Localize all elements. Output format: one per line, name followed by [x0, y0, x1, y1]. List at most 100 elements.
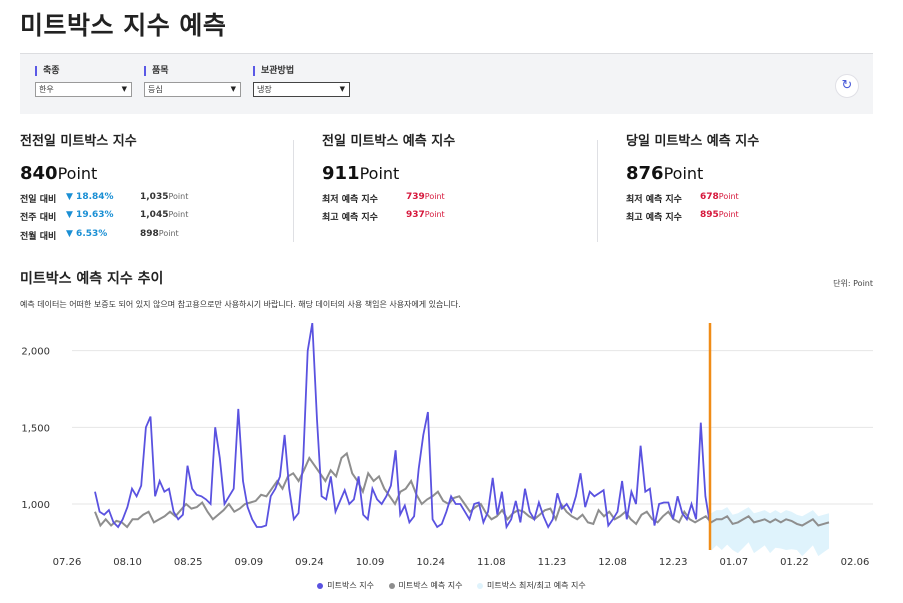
today-max-row: 최고 예측 지수 895Point	[626, 210, 739, 223]
max-label: 최고 예측 지수	[626, 213, 682, 223]
stat-yesterday-unit: Point	[359, 164, 400, 183]
unit-label: 단위: Point	[833, 279, 873, 288]
filter-item: 품목 등심 ▼	[144, 66, 241, 97]
filter-species-label: 축종	[35, 66, 132, 76]
storage-select[interactable]: 냉장 ▼	[253, 82, 350, 97]
min-value: 678	[700, 192, 719, 202]
x-tick-label: 07.26	[53, 557, 82, 568]
legend-label: 미트박스 지수	[327, 581, 374, 590]
yesterday-max-row: 최고 예측 지수 937Point	[322, 210, 445, 223]
filter-species: 축종 한우 ▼	[35, 66, 132, 97]
page-title: 미트박스 지수 예측	[20, 11, 227, 40]
item-select[interactable]: 등심 ▼	[144, 82, 241, 97]
yesterday-min-row: 최저 예측 지수 739Point	[322, 192, 445, 205]
stat-prev-unit: Point	[57, 164, 98, 183]
filter-bar: 축종 한우 ▼ 품목 등심 ▼ 보관방법 냉장 ▼ ↻	[20, 53, 873, 114]
stat-divider	[293, 140, 294, 242]
chevron-down-icon: ▼	[121, 85, 127, 93]
chevron-down-icon: ▼	[339, 85, 345, 93]
cmp-num: 1,045	[140, 210, 169, 220]
stat-today: 당일 미트박스 예측 지수 876Point	[626, 130, 759, 184]
max-value: 895	[700, 210, 719, 220]
chevron-down-icon: ▼	[230, 85, 236, 93]
max-unit: Point	[718, 210, 739, 219]
stat-prev-value: 840Point	[20, 163, 137, 184]
min-value: 739	[406, 192, 425, 202]
legend-dot	[317, 582, 324, 589]
cmp-pct: ▼ 18.84%	[66, 192, 114, 202]
filter-item-label: 품목	[144, 66, 241, 76]
cmp-num: 1,035	[140, 192, 169, 202]
x-tick-label: 08.10	[113, 557, 142, 568]
refresh-button[interactable]: ↻	[835, 74, 859, 98]
cmp-row-day: 전일 대비 ▼ 18.84% 1,035Point	[20, 192, 188, 205]
cmp-label: 전월 대비	[20, 232, 57, 242]
species-select-value: 한우	[39, 85, 54, 94]
x-tick-label: 10.24	[416, 557, 445, 568]
meatbox-index-line	[94, 322, 711, 530]
legend-label: 미트박스 예측 지수	[398, 581, 463, 590]
cmp-pct: ▼ 19.63%	[66, 210, 114, 220]
chart-title: 미트박스 예측 지수 추이	[20, 271, 164, 287]
legend-item-index[interactable]: 미트박스 지수	[317, 581, 374, 590]
stat-today-title: 당일 미트박스 예측 지수	[626, 134, 760, 149]
max-value: 937	[406, 210, 425, 220]
legend-item-range[interactable]: 미트박스 최저/최고 예측 지수	[477, 581, 586, 590]
x-tick-label: 09.09	[235, 557, 264, 568]
filter-storage-label: 보관방법	[253, 66, 350, 76]
cmp-row-month: 전월 대비 ▼ 6.53% 898Point	[20, 229, 179, 242]
today-min-row: 최저 예측 지수 678Point	[626, 192, 739, 205]
x-tick-label: 01.07	[719, 557, 748, 568]
forecast-range-band	[711, 507, 829, 557]
stat-today-value: 876Point	[626, 163, 759, 184]
max-label: 최고 예측 지수	[322, 213, 378, 223]
stat-divider	[597, 140, 598, 242]
chart-legend: 미트박스 지수 미트박스 예측 지수 미트박스 최저/최고 예측 지수	[0, 580, 903, 591]
stat-today-number: 876	[626, 163, 664, 184]
filter-storage: 보관방법 냉장 ▼	[253, 66, 350, 97]
legend-item-forecast[interactable]: 미트박스 예측 지수	[388, 581, 463, 590]
trend-chart[interactable]: 1,000 1,500 2,000 07.26 08.10 08.25 09.09 09.24…	[0, 310, 903, 575]
x-tick-label: 08.25	[174, 557, 203, 568]
stat-yesterday-number: 911	[322, 163, 360, 184]
x-tick-label: 09.24	[295, 557, 324, 568]
species-select[interactable]: 한우 ▼	[35, 82, 132, 97]
cmp-row-week: 전주 대비 ▼ 19.63% 1,045Point	[20, 210, 188, 223]
min-unit: Point	[424, 192, 445, 201]
max-unit: Point	[424, 210, 445, 219]
legend-dot	[388, 582, 395, 589]
stat-today-unit: Point	[663, 164, 704, 183]
refresh-icon: ↻	[841, 78, 853, 93]
x-tick-label: 11.23	[538, 557, 567, 568]
forecast-index-line	[94, 451, 830, 529]
y-tick-label: 1,000	[21, 500, 50, 511]
min-unit: Point	[718, 192, 739, 201]
stat-prev-title: 전전일 미트박스 지수	[20, 134, 137, 149]
item-select-value: 등심	[148, 85, 163, 94]
stat-yesterday-title: 전일 미트박스 예측 지수	[322, 134, 456, 149]
cmp-unit: Point	[168, 192, 189, 201]
stat-prev: 전전일 미트박스 지수 840Point	[20, 130, 137, 184]
legend-dot	[477, 582, 484, 589]
x-tick-label: 10.09	[356, 557, 385, 568]
min-label: 최저 예측 지수	[626, 195, 682, 205]
y-tick-label: 1,500	[21, 423, 50, 434]
x-tick-label: 02.06	[841, 557, 870, 568]
stat-yesterday-value: 911Point	[322, 163, 455, 184]
disclaimer-notice: 예측 데이터는 어떠한 보증도 되어 있지 않으며 참고용으로만 사용하시기 바…	[20, 300, 461, 309]
stat-prev-number: 840	[20, 163, 58, 184]
storage-select-value: 냉장	[257, 85, 272, 94]
x-tick-label: 12.23	[659, 557, 688, 568]
cmp-unit: Point	[168, 210, 189, 219]
legend-label: 미트박스 최저/최고 예측 지수	[487, 581, 586, 590]
cmp-pct: ▼ 6.53%	[66, 229, 108, 239]
cmp-num: 898	[140, 229, 159, 239]
cmp-label: 전일 대비	[20, 195, 57, 205]
x-tick-label: 01.22	[780, 557, 809, 568]
cmp-unit: Point	[158, 229, 179, 238]
x-tick-label: 11.08	[477, 557, 506, 568]
min-label: 최저 예측 지수	[322, 195, 378, 205]
y-tick-label: 2,000	[21, 347, 50, 358]
cmp-label: 전주 대비	[20, 213, 57, 223]
x-tick-label: 12.08	[598, 557, 627, 568]
